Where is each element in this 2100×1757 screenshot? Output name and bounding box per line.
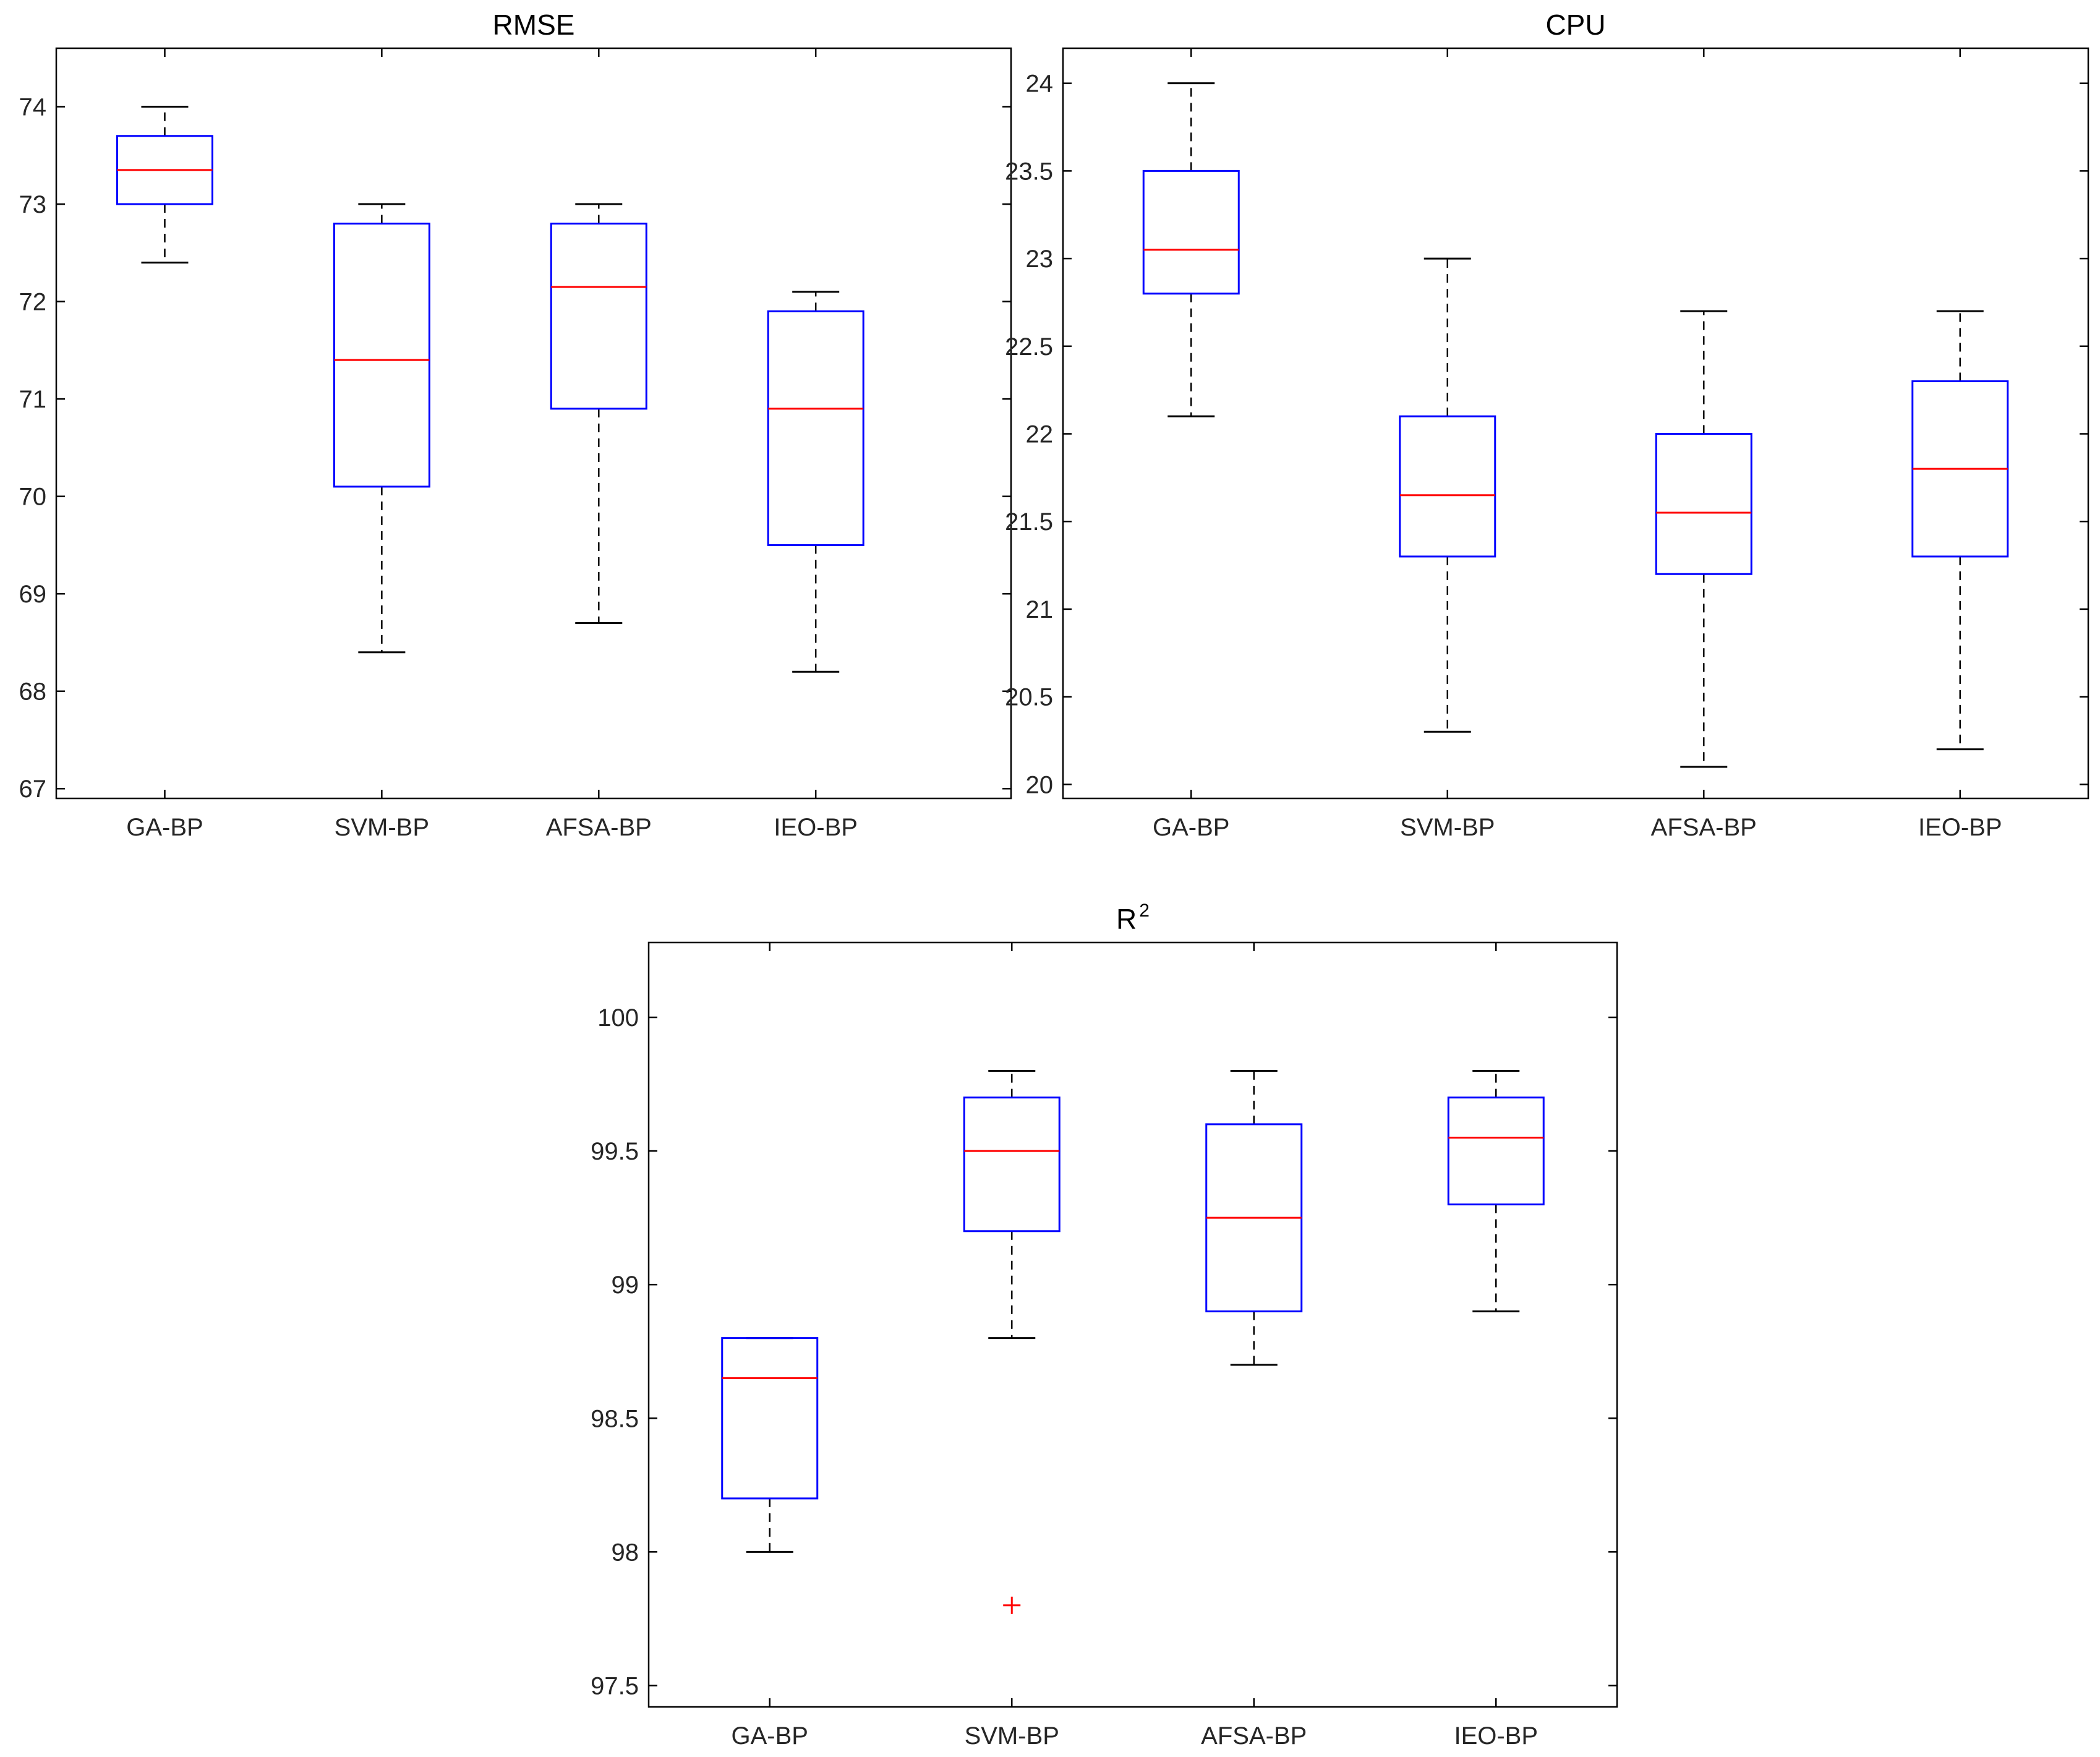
cpu-title-text: CPU — [1545, 9, 1605, 41]
cpu-xtick-label: IEO-BP — [1918, 814, 2002, 841]
r2-xtick-label: GA-BP — [732, 1722, 808, 1750]
cpu-svm-bp-box — [1399, 415, 1496, 558]
r2-ytick-label: 100 — [597, 1004, 639, 1032]
r2-ytick-label: 99 — [612, 1272, 639, 1299]
r2-ytick-label: 97.5 — [591, 1672, 639, 1699]
cpu-xtick-label: SVM-BP — [1400, 814, 1495, 841]
r2-xtick-label: AFSA-BP — [1201, 1722, 1307, 1750]
rmse-ytick-label: 69 — [19, 581, 47, 608]
r2-ieo-bp-box — [1447, 1097, 1545, 1206]
r2-xtick-label: SVM-BP — [965, 1722, 1059, 1750]
rmse-xtick-label: SVM-BP — [335, 814, 429, 841]
rmse-ytick-label: 70 — [19, 484, 47, 511]
r2-ytick-label: 98 — [612, 1539, 639, 1566]
cpu-ga-bp-box — [1142, 169, 1240, 295]
rmse-panel: RMSE 67 68 69 70 71 72 73 74 GA-BP SVM-BP AFSA-BP IE… — [19, 9, 1012, 841]
r2-title-superscript: 2 — [1139, 900, 1150, 921]
rmse-svm-bp-box — [333, 223, 430, 488]
rmse-xtick-label: IEO-BP — [774, 814, 858, 841]
r2-xtick-label: IEO-BP — [1454, 1722, 1538, 1750]
r2-ytick-label: 98.5 — [591, 1405, 639, 1432]
cpu-ytick-label: 20 — [1026, 771, 1054, 798]
rmse-ytick-label: 68 — [19, 678, 47, 706]
cpu-ytick-label: 22 — [1026, 421, 1054, 448]
rmse-ytick-label: 73 — [19, 191, 47, 218]
rmse-xtick-label: GA-BP — [126, 814, 203, 841]
rmse-plot-frame — [55, 47, 1012, 800]
cpu-xtick-label: AFSA-BP — [1651, 814, 1757, 841]
cpu-plot-frame — [1062, 47, 2089, 800]
rmse-ieo-bp-box — [767, 310, 864, 546]
cpu-ytick-label: 24 — [1026, 71, 1054, 98]
cpu-panel: CPU 20 20.5 21 21.5 22 22.5 23 23.5 24 GA-BP SVM-BP… — [1005, 9, 2089, 841]
rmse-title: RMSE — [493, 9, 575, 41]
cpu-xtick-label: GA-BP — [1153, 814, 1229, 841]
rmse-ytick-label: 74 — [19, 94, 47, 121]
r2-title-text: R — [1116, 903, 1137, 935]
rmse-ytick-label: 72 — [19, 289, 47, 316]
cpu-ytick-label: 22.5 — [1005, 333, 1053, 361]
cpu-ytick-label: 23 — [1026, 246, 1054, 273]
r2-panel: R 2 97.5 98 98.5 99 99.5 100 GA-BP SVM-BP AFSA-BP I… — [591, 900, 1618, 1750]
r2-plot-frame — [647, 941, 1618, 1708]
r2-ytick-label: 99.5 — [591, 1138, 639, 1165]
rmse-afsa-bp-box — [550, 223, 647, 410]
cpu-title: CPU — [1545, 9, 1605, 41]
cpu-afsa-bp-box — [1655, 433, 1752, 575]
cpu-ytick-label: 20.5 — [1005, 684, 1053, 711]
cpu-ytick-label: 21 — [1026, 596, 1054, 623]
r2-svm-bp-box — [963, 1097, 1061, 1233]
rmse-title-text: RMSE — [493, 9, 575, 41]
rmse-xtick-label: AFSA-BP — [546, 814, 652, 841]
r2-ga-bp-box — [721, 1337, 819, 1500]
cpu-ytick-label: 21.5 — [1005, 508, 1053, 536]
r2-svm-bp-outlier-marker — [1003, 1596, 1021, 1614]
rmse-ytick-label: 67 — [19, 776, 47, 803]
rmse-ytick-label: 71 — [19, 386, 47, 413]
cpu-ytick-label: 23.5 — [1005, 158, 1053, 185]
